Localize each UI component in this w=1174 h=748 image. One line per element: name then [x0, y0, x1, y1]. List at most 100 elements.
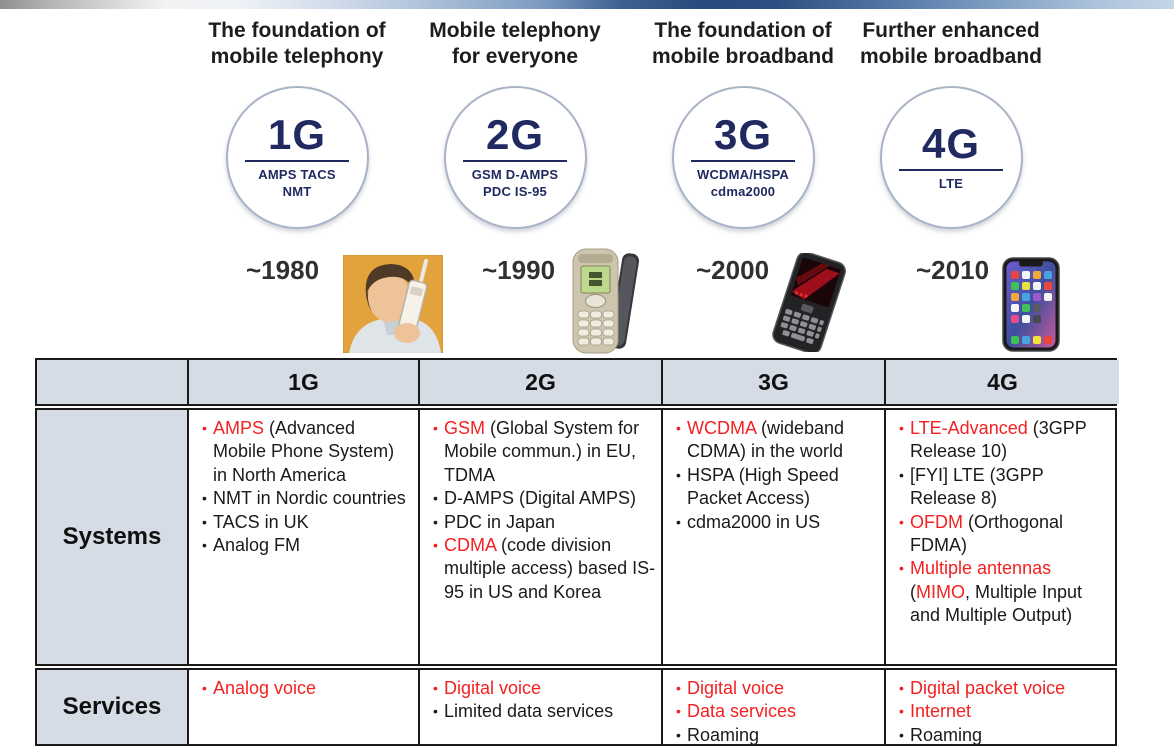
header-cell-2g: 2G	[420, 360, 663, 404]
bullet-text: CDMA (code division multiple access) bas…	[444, 534, 656, 602]
bullet-text: NMT in Nordic countries	[213, 488, 406, 509]
bullet-item: • LTE-Advanced (3GPP Release 10)	[893, 417, 1114, 464]
bullet-item: • Digital voice	[670, 677, 879, 700]
bullet-item: • PDC in Japan	[427, 511, 656, 534]
generation-title-4g: Further enhanced mobile broadband	[836, 18, 1066, 69]
bullet-text: Analog voice	[213, 678, 317, 698]
bullet-item: • Analog FM	[196, 534, 413, 557]
year-label-3g: ~2000	[696, 255, 770, 285]
candybar-feature-phone-photo	[572, 248, 640, 354]
services-cell-2g: • Digital voice • Limited data services	[420, 670, 663, 744]
bullet-text: OFDM (Orthogonal FDMA)	[910, 511, 1064, 555]
title-line: Further enhanced	[862, 19, 1040, 42]
bullet-dot: •	[676, 726, 681, 743]
bullet-dot: •	[202, 513, 207, 530]
tech-line: AMPS TACS	[258, 167, 336, 183]
bullet-dot: •	[899, 703, 904, 720]
generation-block-4g: Further enhanced mobile broadband 4G LTE	[836, 18, 1066, 230]
row-label-systems: Systems	[37, 410, 189, 664]
circle-technologies-4g: LTE	[939, 176, 963, 193]
bullet-item: • TACS in UK	[196, 511, 413, 534]
bullet-item: • HSPA (High Speed Packet Access)	[670, 464, 879, 511]
bullet-item: • Digital voice	[427, 677, 656, 700]
services-row: Services • Analog voice • Digital voice • Li…	[35, 668, 1117, 746]
generations-comparison-table: 1G 2G 3G 4G Systems • AMPS (Advanced Mobi…	[35, 358, 1119, 746]
bullet-item: • [FYI] LTE (3GPP Release 8)	[893, 464, 1114, 511]
bullet-dot: •	[433, 490, 438, 507]
bullet-text: PDC in Japan	[444, 511, 556, 532]
bullet-item: • Data services	[670, 700, 879, 723]
bullet-dot: •	[433, 420, 438, 436]
bullet-text: Analog FM	[213, 534, 301, 555]
header-cell-4g: 4G	[886, 360, 1119, 404]
tech-line: cdma2000	[710, 184, 776, 200]
title-line: The foundation of	[208, 19, 386, 42]
systems-cell-4g: • LTE-Advanced (3GPP Release 10) • [FYI] LT…	[886, 410, 1119, 664]
title-line: Mobile telephony	[429, 19, 601, 42]
bullet-dot: •	[676, 420, 681, 436]
bullet-item: • AMPS (Advanced Mobile Phone System) in …	[196, 417, 413, 487]
systems-cell-2g: • GSM (Global System for Mobile commun.) …	[420, 410, 663, 664]
title-line: mobile broadband	[859, 44, 1042, 68]
bullet-dot: •	[202, 536, 207, 553]
bullet-text: Limited data services	[444, 701, 614, 722]
bullet-text: [FYI] LTE (3GPP Release 8)	[910, 464, 1044, 509]
bullet-item: • Digital packet voice	[893, 677, 1114, 700]
bullet-item: • OFDM (Orthogonal FDMA)	[893, 511, 1114, 558]
year-label-1g: ~1980	[246, 255, 320, 285]
bullet-text: D-AMPS (Digital AMPS)	[444, 488, 637, 509]
top-gradient-bar	[0, 0, 1174, 9]
bullet-dot: •	[202, 490, 207, 507]
systems-row: Systems • AMPS (Advanced Mobile Phone Sys…	[35, 408, 1117, 666]
header-cell-empty	[37, 360, 189, 404]
circle-label-3g: 3G	[713, 111, 773, 159]
table-header-row: 1G 2G 3G 4G	[35, 358, 1119, 406]
bullet-text: Multiple antennas (MIMO, Multiple Input …	[910, 558, 1083, 626]
bullet-item: • Multiple antennas (MIMO, Multiple Input…	[893, 557, 1114, 627]
bullet-dot: •	[202, 680, 207, 696]
header-cell-1g: 1G	[189, 360, 420, 404]
circle-divider	[691, 160, 795, 163]
bullet-text: Data services	[687, 701, 797, 722]
bullet-dot: •	[433, 536, 438, 553]
title-line: for everyone	[451, 44, 579, 68]
bullet-dot: •	[676, 513, 681, 530]
bullet-item: • CDMA (code division multiple access) ba…	[427, 534, 656, 604]
bullet-item: • WCDMA (wideband CDMA) in the world	[670, 417, 879, 464]
bullet-item: • Limited data services	[427, 700, 656, 723]
bullet-item: • GSM (Global System for Mobile commun.) …	[427, 417, 656, 487]
bullet-dot: •	[676, 703, 681, 720]
bullet-dot: •	[433, 680, 438, 696]
bullet-item: • cdma2000 in US	[670, 511, 879, 534]
bullet-text: Roaming	[687, 724, 760, 745]
bullet-dot: •	[676, 680, 681, 696]
title-line: mobile telephony	[210, 44, 384, 68]
bullet-text: AMPS (Advanced Mobile Phone System) in N…	[213, 418, 395, 485]
bullet-dot: •	[899, 466, 904, 483]
bullet-item: • NMT in Nordic countries	[196, 487, 413, 510]
generation-block-3g: The foundation of mobile broadband 3G WC…	[628, 18, 858, 230]
bullet-text: Roaming	[910, 724, 983, 745]
bullet-item: • Analog voice	[196, 677, 413, 700]
tech-line: WCDMA/HSPA	[696, 167, 790, 183]
person-with-brick-phone-photo	[343, 255, 443, 353]
title-line: mobile broadband	[651, 44, 834, 68]
bullet-item: • Internet	[893, 700, 1114, 723]
circle-label-1g: 1G	[267, 111, 327, 159]
bullet-text: Digital voice	[444, 678, 542, 698]
qwerty-smartphone-photo	[772, 253, 846, 352]
bullet-dot: •	[899, 680, 904, 696]
systems-cell-3g: • WCDMA (wideband CDMA) in the world • HSPA…	[663, 410, 886, 664]
header-cell-3g: 3G	[663, 360, 886, 404]
tech-line: GSM D-AMPS	[471, 167, 559, 183]
circle-divider	[245, 160, 349, 163]
bullet-dot: •	[899, 513, 904, 530]
circle-technologies-2g: GSM D-AMPS PDC IS-95	[472, 167, 559, 201]
systems-cell-1g: • AMPS (Advanced Mobile Phone System) in …	[189, 410, 420, 664]
bullet-dot: •	[433, 513, 438, 530]
circle-label-2g: 2G	[485, 111, 545, 159]
services-cell-4g: • Digital packet voice • Internet • Roaming	[886, 670, 1119, 745]
title-line: The foundation of	[654, 19, 832, 42]
bullet-dot: •	[899, 560, 904, 577]
bullet-dot: •	[433, 703, 438, 720]
